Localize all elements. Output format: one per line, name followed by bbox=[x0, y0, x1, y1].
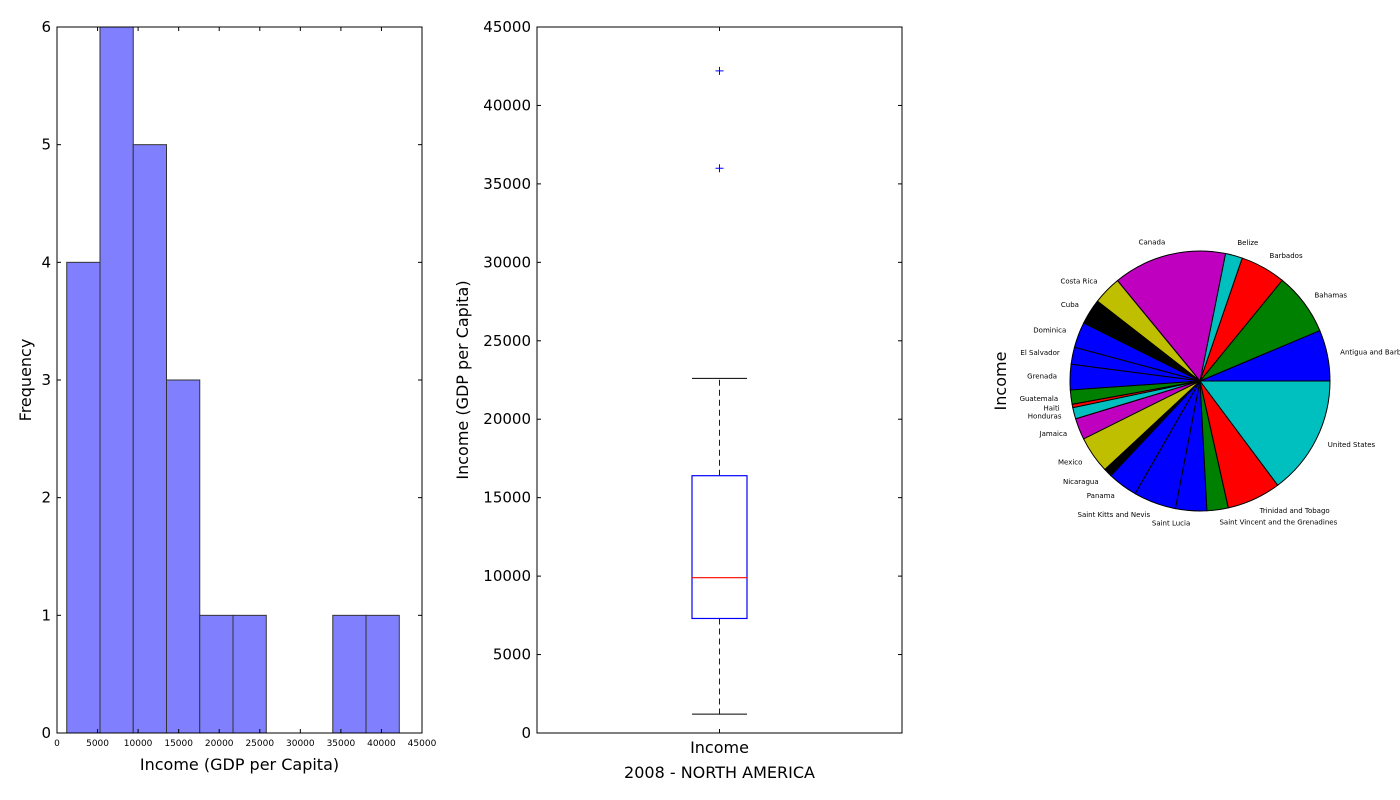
boxplot-panel: 0 5000 10000 15000 20000 25000 30000 35000 40000… bbox=[453, 18, 903, 782]
hist-xtick-label: 0 bbox=[54, 739, 60, 749]
hist-bar-0 bbox=[66, 261, 101, 734]
hist-ytick-label: 1 bbox=[41, 606, 51, 624]
pie-slice-label: Belize bbox=[1237, 239, 1258, 247]
hist-xtick-label: 30000 bbox=[286, 739, 315, 749]
hist-bar-8 bbox=[332, 614, 367, 734]
hist-xtick-label: 35000 bbox=[327, 739, 356, 749]
hist-xtick-label: 20000 bbox=[205, 739, 234, 749]
hist-ytick-label: 0 bbox=[41, 724, 51, 742]
hist-xtick-label: 5000 bbox=[86, 739, 109, 749]
hist-bar-3 bbox=[166, 379, 201, 734]
pie-slice-label: Antigua and Barbuda bbox=[1340, 349, 1400, 357]
hist-bar-4 bbox=[199, 614, 234, 734]
box-ytick-label: 25000 bbox=[483, 332, 531, 350]
box-ytick-label: 35000 bbox=[483, 175, 531, 193]
box-ytick-label: 45000 bbox=[483, 18, 531, 36]
box-outlier-1 bbox=[715, 66, 724, 75]
pie-slice-label: Haiti bbox=[1043, 405, 1059, 413]
pie-panel: Antigua and Barbuda Bahamas Barbados Belize… bbox=[991, 238, 1400, 527]
hist-ytick-label: 6 bbox=[41, 18, 51, 36]
hist-ytick-label: 5 bbox=[41, 136, 51, 154]
pie-ylabel: Income bbox=[991, 352, 1010, 411]
pie-slice-label: Costa Rica bbox=[1060, 277, 1097, 285]
pie-slice-label: Jamaica bbox=[1039, 430, 1068, 438]
pie-slice-label: Grenada bbox=[1027, 373, 1057, 381]
hist-bar-2 bbox=[132, 144, 167, 734]
hist-ytick-label: 3 bbox=[41, 371, 51, 389]
box-outlier-0 bbox=[715, 164, 724, 173]
pie-slice-label: Trinidad and Tobago bbox=[1259, 507, 1330, 515]
hist-ytick-label: 2 bbox=[41, 489, 51, 507]
box-ytick-label: 15000 bbox=[483, 489, 531, 507]
box-xtick-label: Income bbox=[690, 738, 749, 757]
pie-slice-label: Saint Lucia bbox=[1152, 520, 1190, 528]
pie-slice-label: Nicaragua bbox=[1063, 478, 1099, 486]
hist-xtick-label: 45000 bbox=[408, 739, 437, 749]
pie-slice-label: Saint Vincent and the Grenadines bbox=[1219, 519, 1337, 527]
box-iqr bbox=[691, 475, 748, 620]
box-xlabel: 2008 - NORTH AMERICA bbox=[624, 763, 815, 782]
box-ytick-label: 10000 bbox=[483, 567, 531, 585]
box-ytick-label: 30000 bbox=[483, 253, 531, 271]
pie-slice-label: Barbados bbox=[1270, 252, 1303, 260]
pie-slice-label: Cuba bbox=[1061, 301, 1079, 309]
hist-xtick-label: 10000 bbox=[124, 739, 153, 749]
hist-ylabel: Frequency bbox=[16, 339, 35, 422]
pie-slice-label: Dominica bbox=[1033, 326, 1066, 334]
pie-slice-21 bbox=[1199, 380, 1331, 486]
box-ytick-label: 20000 bbox=[483, 410, 531, 428]
box-ytick-label: 0 bbox=[521, 724, 531, 742]
pie-slice-label: Canada bbox=[1139, 238, 1166, 246]
pie-slice-label: Saint Kitts and Nevis bbox=[1078, 511, 1151, 519]
pie-slice-label: United States bbox=[1328, 441, 1376, 449]
hist-xtick-label: 25000 bbox=[245, 739, 274, 749]
box-ytick-label: 5000 bbox=[493, 646, 531, 664]
pie-slice-label: Honduras bbox=[1028, 413, 1062, 421]
box-ytick-label: 40000 bbox=[483, 96, 531, 114]
hist-ytick-label: 4 bbox=[41, 253, 51, 271]
hist-bar-5 bbox=[232, 614, 267, 734]
pie-slice-label: El Salvador bbox=[1020, 349, 1059, 357]
pie-slice-label: Panama bbox=[1087, 492, 1115, 500]
hist-xlabel: Income (GDP per Capita) bbox=[140, 755, 339, 774]
histogram-panel: 0 5000 10000 15000 20000 25000 30000 35000 40000… bbox=[16, 18, 437, 774]
hist-bar-1 bbox=[99, 26, 134, 734]
pie-slice-4 bbox=[1116, 250, 1227, 383]
hist-bar-9 bbox=[365, 614, 400, 734]
box-ylabel: Income (GDP per Capita) bbox=[453, 280, 472, 479]
hist-xtick-label: 15000 bbox=[164, 739, 193, 749]
pie-slice-label: Bahamas bbox=[1315, 291, 1348, 299]
pie-slice-label: Mexico bbox=[1058, 458, 1082, 466]
hist-xtick-label: 40000 bbox=[367, 739, 396, 749]
pie-slice-label: Guatemala bbox=[1020, 395, 1059, 403]
